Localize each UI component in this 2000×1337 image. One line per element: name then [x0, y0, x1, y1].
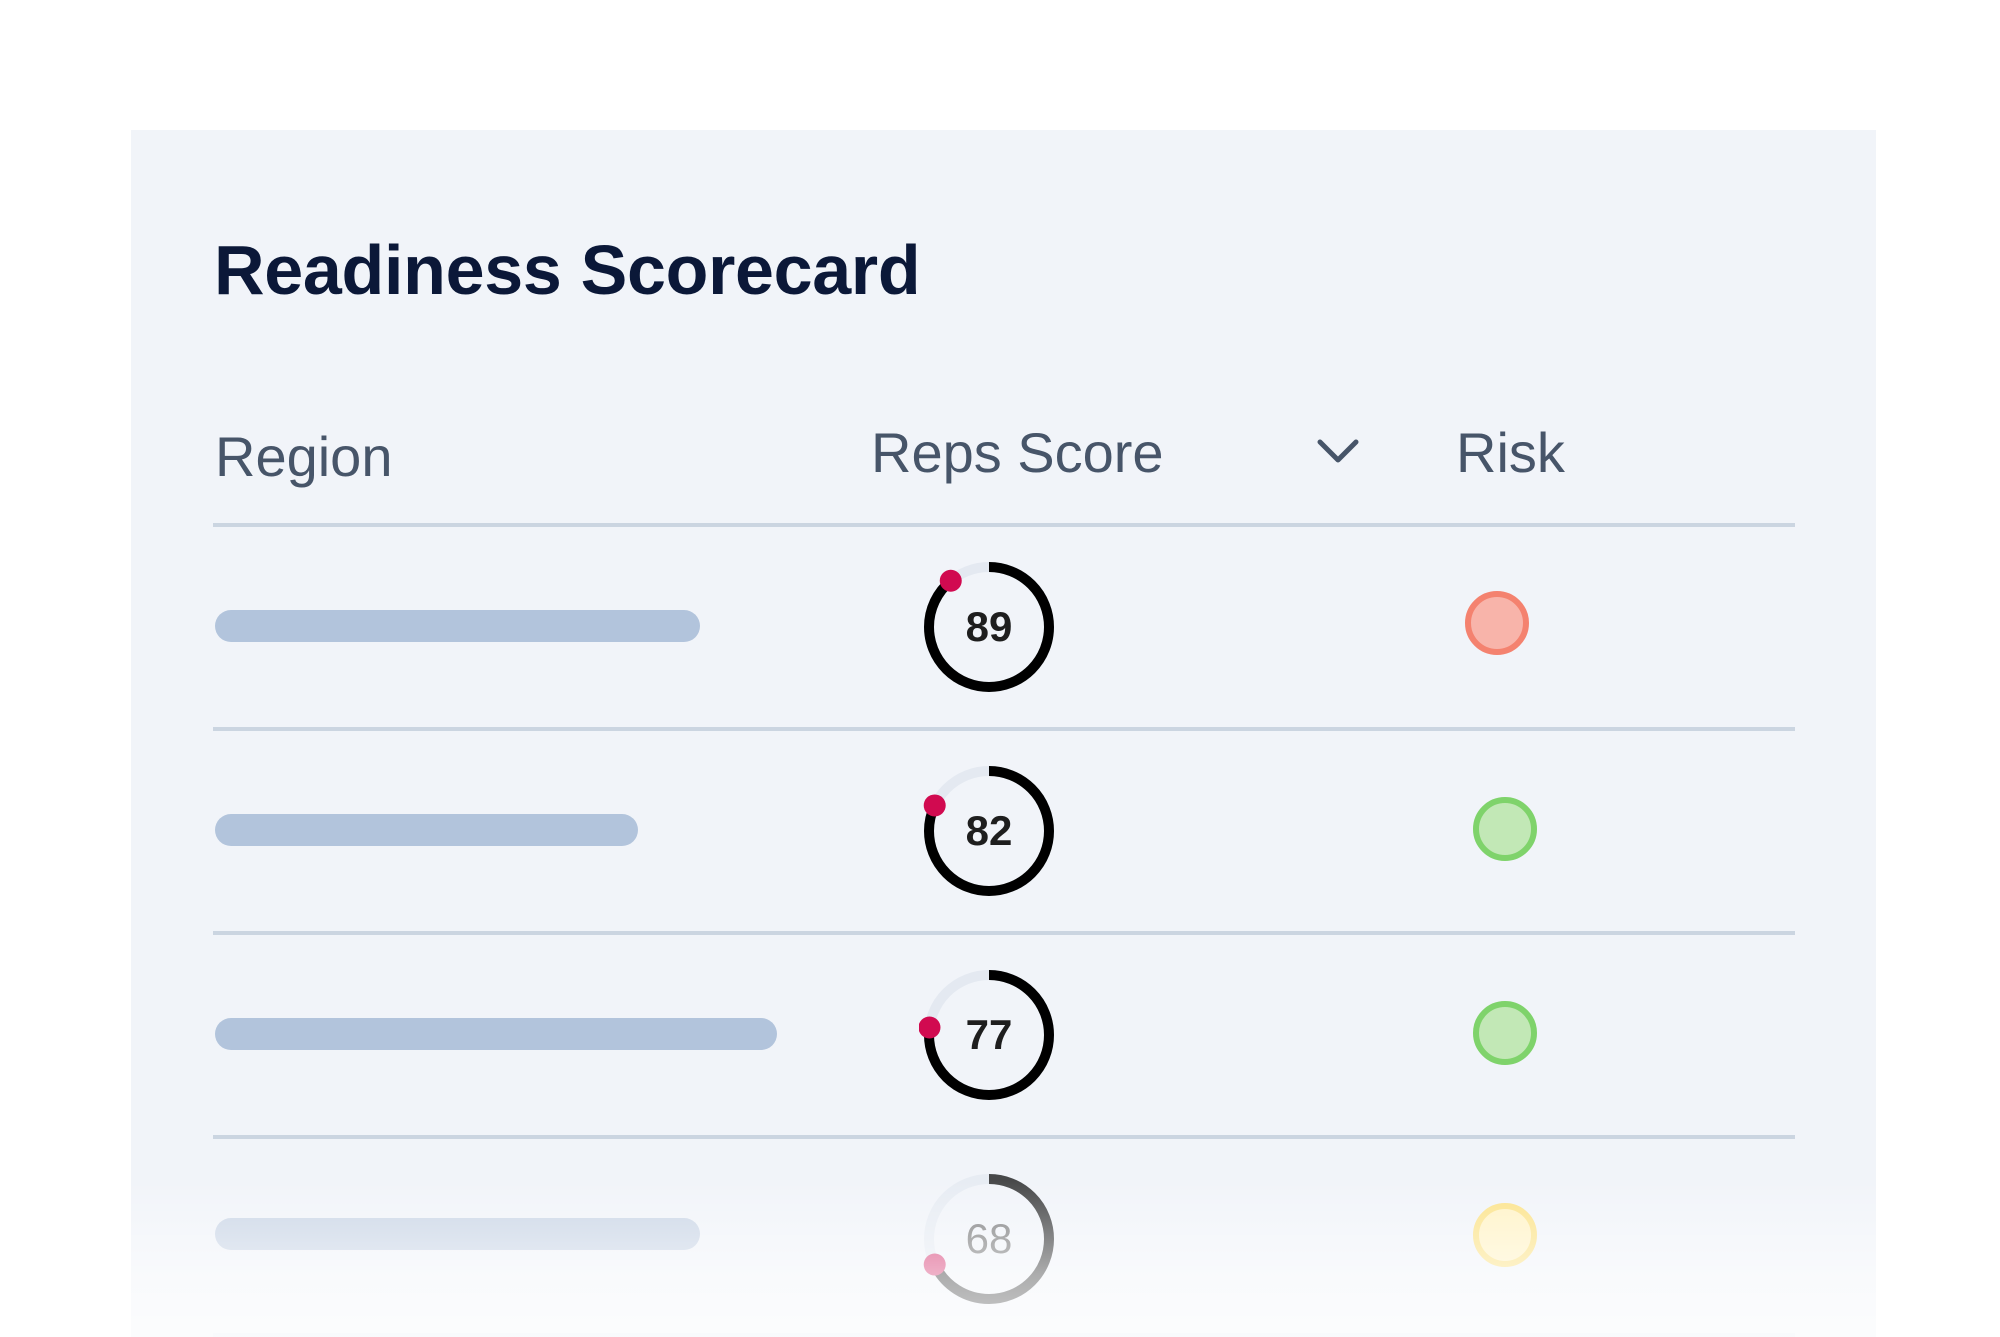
gauge-progress-arc	[924, 766, 1054, 896]
table-row[interactable]: 89	[213, 527, 1795, 727]
scorecard-title: Readiness Scorecard	[214, 231, 921, 309]
region-name-placeholder	[215, 1218, 700, 1250]
reps-score-gauge: 77	[919, 965, 1059, 1105]
row-divider	[213, 727, 1795, 731]
reps-score-gauge: 89	[919, 557, 1059, 697]
readiness-scorecard-card: Readiness Scorecard Region Reps Score Ri…	[131, 130, 1876, 1337]
row-divider	[213, 1333, 1795, 1337]
gauge-marker	[939, 569, 962, 592]
reps-score-value: 89	[965, 603, 1013, 650]
reps-score-value: 68	[965, 1215, 1013, 1262]
chevron-down-icon[interactable]	[1315, 436, 1361, 466]
risk-indicator-high	[1465, 591, 1529, 655]
risk-indicator-medium	[1473, 1203, 1537, 1267]
table-row[interactable]: 68	[213, 1139, 1795, 1337]
column-header-risk[interactable]: Risk	[1456, 421, 1565, 484]
region-name-placeholder	[215, 814, 638, 846]
reps-score-gauge: 82	[919, 761, 1059, 901]
row-divider	[213, 1135, 1795, 1139]
table-header: Region Reps Score Risk	[213, 420, 1795, 536]
reps-score-value: 82	[965, 807, 1013, 854]
reps-score-gauge: 68	[919, 1169, 1059, 1309]
column-header-reps-score[interactable]: Reps Score	[871, 421, 1164, 484]
table-row[interactable]: 82	[213, 731, 1795, 931]
region-name-placeholder	[215, 610, 700, 642]
header-divider	[213, 523, 1795, 527]
column-header-region[interactable]: Region	[215, 425, 393, 488]
row-divider	[213, 931, 1795, 935]
gauge-marker	[919, 1016, 941, 1039]
risk-indicator-low	[1473, 797, 1537, 861]
risk-indicator-low	[1473, 1001, 1537, 1065]
gauge-marker	[923, 794, 946, 817]
reps-score-value: 77	[965, 1011, 1013, 1058]
region-name-placeholder	[215, 1018, 777, 1050]
gauge-progress-arc	[924, 562, 1054, 692]
table-row[interactable]: 77	[213, 935, 1795, 1135]
